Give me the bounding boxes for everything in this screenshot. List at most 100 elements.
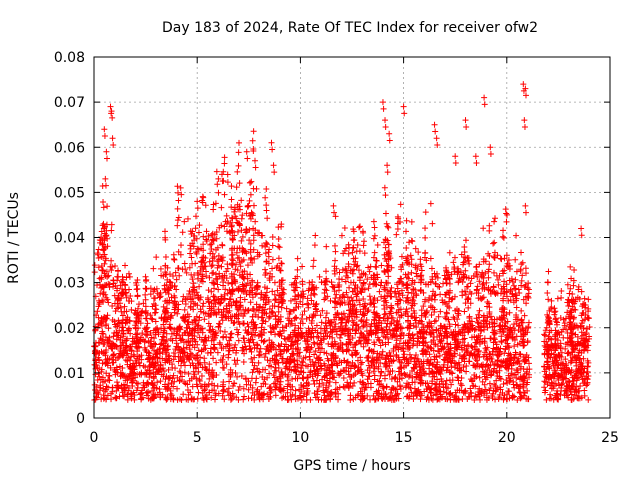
data-point	[299, 374, 306, 381]
data-point	[95, 354, 102, 361]
data-point	[406, 351, 413, 358]
data-point	[430, 337, 437, 344]
data-point	[257, 303, 264, 310]
data-point	[308, 297, 315, 304]
data-point	[526, 360, 533, 367]
data-point	[433, 270, 440, 277]
data-point	[157, 265, 164, 272]
data-point	[187, 304, 194, 311]
data-point	[261, 354, 268, 361]
data-point	[201, 316, 208, 323]
data-point	[225, 300, 232, 307]
data-point	[324, 388, 331, 395]
data-point	[431, 373, 438, 380]
data-point	[261, 338, 268, 345]
data-point	[476, 385, 483, 392]
data-point	[543, 324, 550, 331]
data-point	[172, 269, 179, 276]
data-point	[136, 301, 143, 308]
data-point	[486, 350, 493, 357]
data-point	[239, 281, 246, 288]
data-point	[226, 337, 233, 344]
data-point	[498, 256, 505, 263]
data-point	[493, 377, 500, 384]
data-point	[505, 257, 512, 264]
data-point	[352, 330, 359, 337]
data-point	[383, 384, 390, 391]
data-point	[430, 392, 437, 399]
data-point	[333, 331, 340, 338]
data-point	[476, 278, 483, 285]
data-point	[157, 361, 164, 368]
data-point	[354, 241, 361, 248]
data-point	[462, 267, 469, 274]
data-point	[493, 387, 500, 394]
data-point	[188, 396, 195, 403]
data-point	[95, 391, 102, 398]
data-point	[219, 364, 226, 371]
data-point	[484, 324, 491, 331]
data-point	[415, 358, 422, 365]
data-point	[235, 337, 242, 344]
data-point	[144, 320, 151, 327]
data-point	[207, 241, 214, 248]
data-point	[298, 316, 305, 323]
data-point	[462, 237, 469, 244]
data-point	[266, 370, 273, 377]
data-point	[548, 297, 555, 304]
data-point	[354, 357, 361, 364]
data-point	[547, 305, 554, 312]
data-point	[494, 252, 501, 259]
data-point	[240, 346, 247, 353]
data-point	[238, 237, 245, 244]
data-point	[451, 315, 458, 322]
data-point	[471, 362, 478, 369]
data-point	[259, 320, 266, 327]
data-point	[235, 387, 242, 394]
data-point	[168, 380, 175, 387]
data-point	[370, 348, 377, 355]
data-point	[388, 284, 395, 291]
data-point	[124, 396, 131, 403]
data-point	[581, 387, 588, 394]
data-point	[318, 319, 325, 326]
data-point	[422, 314, 429, 321]
data-point	[167, 325, 174, 332]
data-point	[262, 266, 269, 273]
data-point	[486, 380, 493, 387]
data-point	[296, 349, 303, 356]
data-point	[371, 376, 378, 383]
data-point	[337, 323, 344, 330]
data-point	[349, 352, 356, 359]
data-point	[315, 383, 322, 390]
data-point	[112, 308, 119, 315]
data-point	[519, 272, 526, 279]
data-point	[105, 272, 112, 279]
data-point	[215, 306, 222, 313]
data-point	[513, 268, 520, 275]
data-point	[448, 381, 455, 388]
data-point	[326, 333, 333, 340]
data-point	[449, 370, 456, 377]
data-point	[310, 339, 317, 346]
data-point	[434, 376, 441, 383]
data-point	[255, 313, 262, 320]
data-point	[340, 348, 347, 355]
data-point	[460, 364, 467, 371]
data-point	[245, 378, 252, 385]
data-point	[195, 317, 202, 324]
data-point	[455, 322, 462, 329]
data-point	[283, 323, 290, 330]
data-point	[155, 366, 162, 373]
data-point	[499, 359, 506, 366]
data-point	[197, 308, 204, 315]
data-point	[240, 359, 247, 366]
data-point	[103, 321, 110, 328]
data-point	[521, 312, 528, 319]
data-point	[574, 324, 581, 331]
data-point	[275, 308, 282, 315]
data-point	[436, 352, 443, 359]
data-point	[525, 319, 532, 326]
data-points	[91, 81, 593, 403]
data-point	[500, 380, 507, 387]
